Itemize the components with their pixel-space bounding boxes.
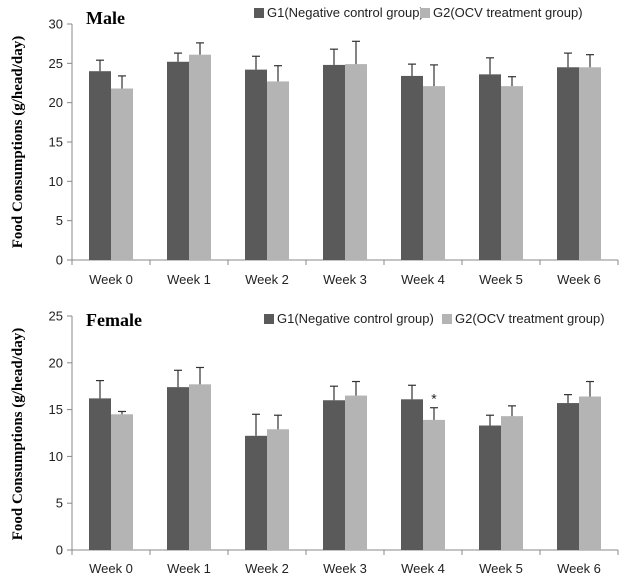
x-category-label: Week 5 [479, 561, 523, 576]
y-tick-label: 0 [56, 543, 63, 558]
y-tick-label: 15 [49, 135, 63, 150]
g2-bar [423, 86, 445, 260]
legend-label: G1(Negative control group) [277, 311, 434, 326]
g2-bar [345, 64, 367, 261]
g1-bar [323, 400, 345, 550]
g2-bar [579, 67, 601, 261]
g1-bar [245, 435, 267, 550]
g2-bar [579, 396, 601, 550]
x-category-label: Week 2 [245, 272, 289, 287]
y-tick-label: 30 [49, 17, 63, 32]
g2-bar [501, 416, 523, 550]
x-category-label: Week 6 [557, 561, 601, 576]
g2-bar [501, 86, 523, 260]
y-tick-label: 15 [49, 402, 63, 417]
y-tick-label: 5 [56, 496, 63, 511]
y-tick-label: 0 [56, 253, 63, 268]
legend-label: G1(Negative control group) [267, 5, 424, 20]
g1-bar [401, 399, 423, 550]
y-tick-label: 25 [49, 309, 63, 324]
x-category-label: Week 4 [401, 561, 445, 576]
legend-swatch [442, 314, 452, 324]
g2-bar [189, 384, 211, 550]
g1-bar [245, 69, 267, 260]
g2-bar [267, 429, 289, 550]
g1-bar [401, 75, 423, 260]
legend-swatch [254, 8, 264, 18]
g1-bar [89, 71, 111, 260]
significance-marker: * [431, 391, 437, 407]
g1-bar [89, 398, 111, 550]
legend-label: G2(OCV treatment group) [433, 5, 583, 20]
g1-bar [557, 403, 579, 550]
y-tick-label: 25 [49, 56, 63, 71]
x-category-label: Week 1 [167, 272, 211, 287]
g1-bar [479, 74, 501, 260]
panel-title: Female [86, 310, 142, 330]
legend-swatch [264, 314, 274, 324]
g1-bar [167, 61, 189, 261]
g1-bar [479, 425, 501, 550]
x-category-label: Week 4 [401, 272, 445, 287]
x-category-label: Week 0 [89, 561, 133, 576]
g2-bar [111, 88, 133, 260]
g1-bar [557, 67, 579, 261]
g2-bar [267, 81, 289, 260]
g2-bar [345, 395, 367, 550]
y-axis-label: Food Consumptions (g/head/day) [10, 328, 26, 541]
g2-bar [423, 419, 445, 550]
x-category-label: Week 3 [323, 272, 367, 287]
x-category-label: Week 5 [479, 272, 523, 287]
legend-swatch [420, 8, 430, 18]
male-chart-panel: 0 5 10 15 20 25 30 Week 0 Week 1 Week 2 Week 3 Week… [10, 5, 619, 287]
y-tick-label: 10 [49, 174, 63, 189]
g2-bar [189, 54, 211, 261]
y-tick-label: 10 [49, 449, 63, 464]
x-category-label: Week 2 [245, 561, 289, 576]
x-category-label: Week 6 [557, 272, 601, 287]
y-axis-label: Food Consumptions (g/head/day) [10, 36, 26, 249]
x-category-label: Week 0 [89, 272, 133, 287]
x-category-label: Week 3 [323, 561, 367, 576]
legend-label: G2(OCV treatment group) [455, 311, 605, 326]
x-category-label: Week 1 [167, 561, 211, 576]
y-tick-label: 20 [49, 355, 63, 370]
g1-bar [323, 64, 345, 260]
y-tick-label: 5 [56, 213, 63, 228]
y-tick-label: 20 [49, 95, 63, 110]
panel-title: Male [86, 8, 125, 28]
g2-bar [111, 414, 133, 550]
g1-bar [167, 387, 189, 550]
female-chart-panel: 0 5 10 15 20 25 * Week 0 Week 1 Week 2 Week 3 Week … [10, 309, 619, 576]
